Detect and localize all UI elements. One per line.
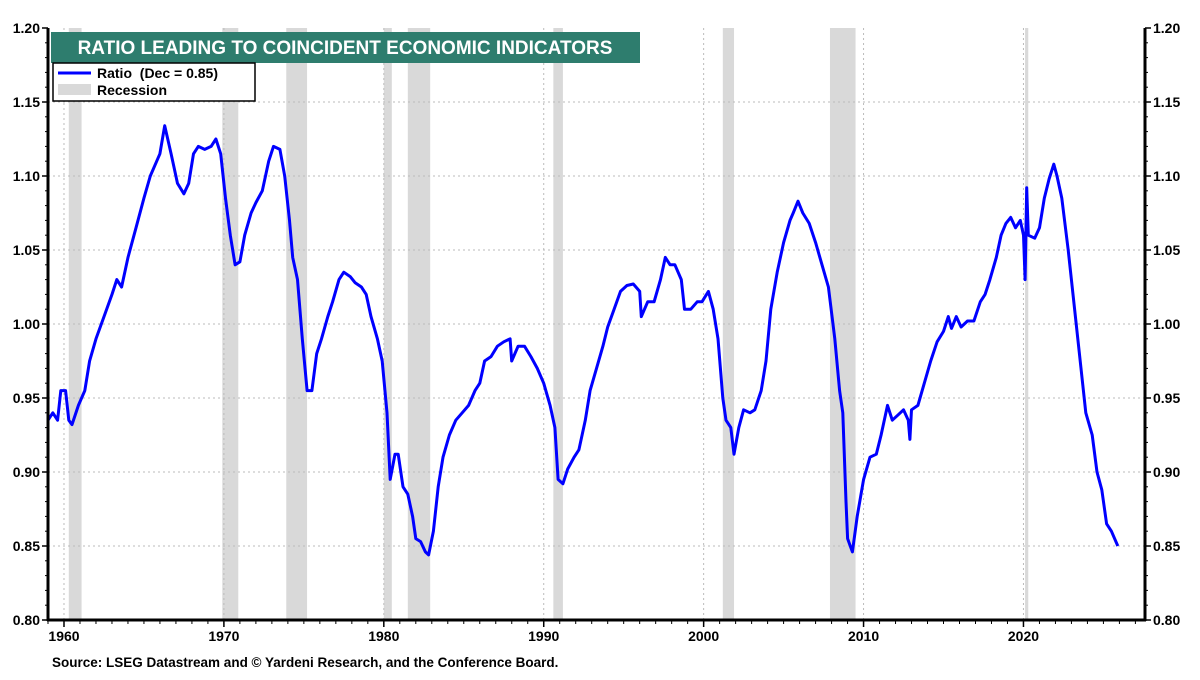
y-tick-label-left: 1.15 [13, 94, 40, 110]
y-tick-label-right: 1.00 [1153, 316, 1180, 332]
y-tick-label-left: 1.10 [13, 168, 40, 184]
axis-ticks [42, 27, 1151, 627]
x-tick-label: 2010 [848, 628, 879, 644]
recession-band [286, 28, 308, 620]
legend: Ratio (Dec = 0.85) Recession [52, 62, 256, 102]
y-tick-label-right: 1.20 [1153, 20, 1180, 36]
legend-ratio-label: Ratio (Dec = 0.85) [97, 65, 218, 81]
y-tick-label-right: 0.80 [1153, 612, 1180, 628]
y-tick-label-left: 0.85 [13, 538, 40, 554]
x-tick-label: 1990 [528, 628, 559, 644]
title-banner [51, 32, 640, 63]
legend-recession-label: Recession [97, 82, 167, 98]
y-tick-label-right: 1.15 [1153, 94, 1180, 110]
y-tick-label-left: 1.20 [13, 20, 40, 36]
x-tick-label: 1970 [208, 628, 239, 644]
y-tick-labels: 0.80 0.80 0.85 0.85 0.90 0.90 0.95 0.95 1.00 1.00… [13, 20, 1181, 628]
y-tick-label-right: 0.95 [1153, 390, 1180, 406]
legend-recession-swatch [58, 84, 91, 95]
x-tick-label: 1980 [368, 628, 399, 644]
recession-band [383, 28, 392, 620]
x-tick-label: 2020 [1008, 628, 1039, 644]
y-tick-label-left: 0.95 [13, 390, 40, 406]
recession-band [1025, 28, 1029, 620]
y-tick-label-left: 0.80 [13, 612, 40, 628]
y-tick-label-right: 0.85 [1153, 538, 1180, 554]
x-tick-label: 2000 [688, 628, 719, 644]
gridlines [48, 28, 1145, 620]
y-tick-label-left: 1.05 [13, 242, 40, 258]
y-tick-label-left: 1.00 [13, 316, 40, 332]
y-tick-label-right: 1.10 [1153, 168, 1180, 184]
ratio-series-line [46, 124, 1120, 557]
y-tick-label-left: 0.90 [13, 464, 40, 480]
y-tick-label-right: 1.05 [1153, 242, 1180, 258]
x-tick-label: 1960 [48, 628, 79, 644]
source-note: Source: LSEG Datastream and © Yardeni Re… [52, 655, 558, 670]
y-tick-label-right: 0.90 [1153, 464, 1180, 480]
chart-title: RATIO LEADING TO COINCIDENT ECONOMIC IND… [78, 38, 613, 59]
x-tick-labels: 1960 1970 1980 1990 2000 2010 2020 [48, 628, 1039, 644]
